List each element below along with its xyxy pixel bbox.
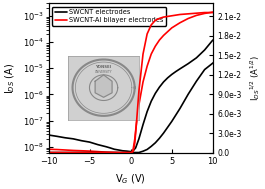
- Legend: SWCNT electrodes, SWCNT-Al bilayer electrodes: SWCNT electrodes, SWCNT-Al bilayer elect…: [52, 7, 166, 26]
- Y-axis label: I$_{DS}$ (A): I$_{DS}$ (A): [3, 62, 17, 94]
- X-axis label: V$_G$ (V): V$_G$ (V): [115, 172, 146, 186]
- Y-axis label: I$_{DS}$$^{1/2}$ (A$^{1/2}$): I$_{DS}$$^{1/2}$ (A$^{1/2}$): [248, 55, 262, 101]
